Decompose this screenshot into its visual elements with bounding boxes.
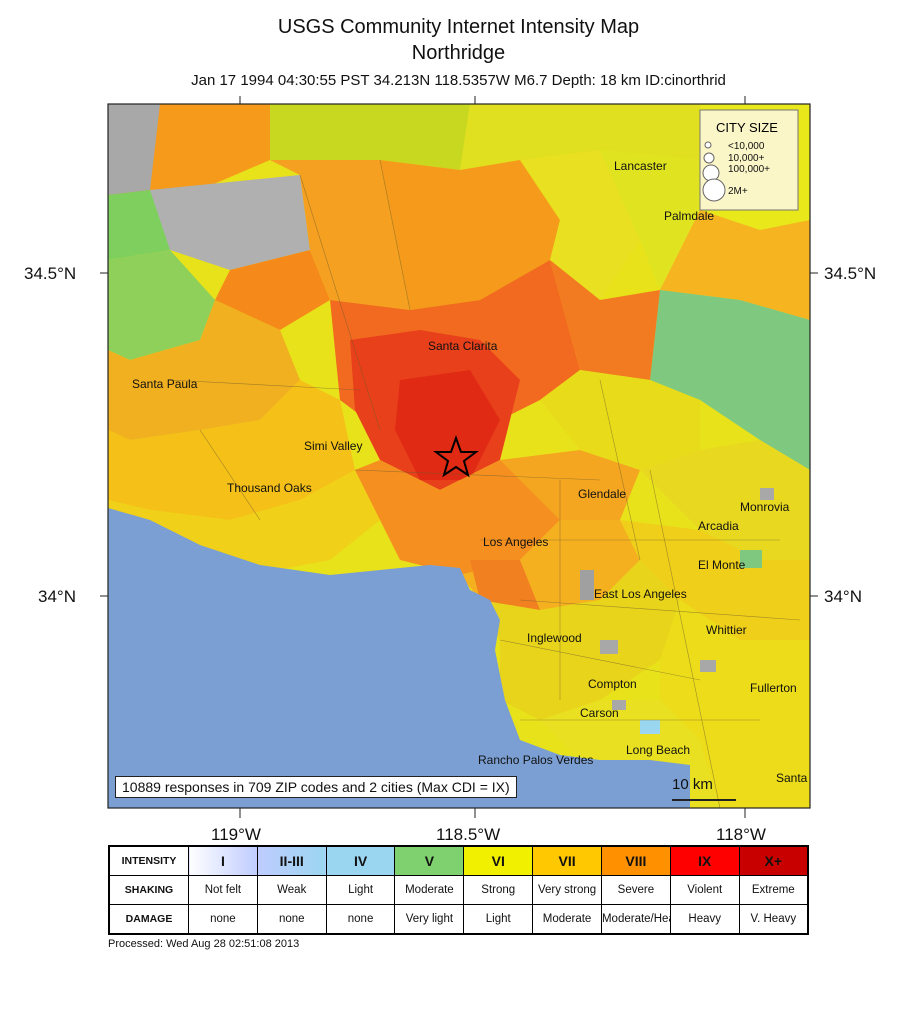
legend-row-label: DAMAGE [108,904,189,935]
legend-damage-cell: none [325,904,396,935]
city-label: Lancaster [614,159,667,173]
legend-intensity-cell: IX [669,845,740,876]
legend-damage-cell: none [256,904,327,935]
legend-shaking-cell: Severe [600,875,671,905]
lat-label-left-34-5: 34.5°N [24,264,76,283]
map-frame [107,103,811,809]
intensity-map: 34.5°N 34°N 34.5°N 34°N 119°W 118.5°W 11… [24,96,876,840]
city-label: Long Beach [626,743,690,757]
city-size-item: <10,000 [728,141,765,152]
city-label: Fullerton [750,681,797,695]
city-labels: Lancaster Palmdale Santa Clarita Santa P… [132,159,808,785]
legend-intensity-cell: V [394,845,465,876]
city-label: Los Angeles [483,535,548,549]
legend-shaking-cell: Moderate [394,875,465,905]
city-label: El Monte [698,558,746,572]
legend-shaking-cell: Light [325,875,396,905]
scale-bar-label: 10 km [672,776,713,793]
city-size-item: 100,000+ [728,164,770,175]
legend-intensity-cell: VII [532,845,602,876]
city-label: Thousand Oaks [227,481,312,495]
legend-row-label: SHAKING [108,875,189,905]
city-size-title: CITY SIZE [716,120,778,135]
legend-damage-row: DAMAGE none none none Very light Light M… [108,904,809,935]
city-label: Compton [588,677,637,691]
city-label: Whittier [706,623,747,637]
processed-timestamp: Processed: Wed Aug 28 02:51:08 2013 [108,938,300,950]
city-size-item: 10,000+ [728,153,765,164]
legend-shaking-cell: Very strong [532,875,602,905]
event-info: Jan 17 1994 04:30:55 PST 34.213N 118.535… [191,72,726,89]
city-label: Santa Paula [132,377,198,391]
legend-intensity-row: INTENSITY I II-III IV V VI VII VIII IX X… [108,845,809,876]
city-label: Santa [776,771,808,785]
lat-label-right-34: 34°N [824,587,862,606]
city-label: Glendale [578,487,626,501]
legend-intensity-cell: IV [325,845,396,876]
epicenter-star-icon [433,435,479,478]
legend-damage-cell: V. Heavy [738,904,809,935]
intensity-legend-table: INTENSITY I II-III IV V VI VII VIII IX X… [108,845,809,935]
legend-shaking-cell: Not felt [188,875,258,905]
legend-intensity-cell: VIII [600,845,671,876]
legend-damage-cell: Moderate [532,904,602,935]
lon-label-119: 119°W [211,825,261,840]
legend-damage-cell: none [188,904,258,935]
legend-shaking-cell: Weak [256,875,327,905]
city-size-legend: CITY SIZE <10,000 10,000+ 100,000+ 2M+ [699,109,799,211]
city-label: Palmdale [664,209,714,223]
map-title: USGS Community Internet Intensity Map [277,16,640,38]
city-label: Santa Clarita [428,339,498,353]
legend-intensity-cell: II-III [256,845,327,876]
response-summary: 10889 responses in 709 ZIP codes and 2 c… [115,776,517,798]
legend-damage-cell: Very light [394,904,465,935]
legend-intensity-cell: X+ [738,845,809,876]
legend-damage-cell: Moderate/Heavy [600,904,671,935]
lat-label-left-34: 34°N [38,587,76,606]
city-label: East Los Angeles [594,587,687,601]
legend-intensity-cell: VI [463,845,534,876]
city-size-item: 2M+ [728,186,748,197]
legend-row-label: INTENSITY [108,845,189,876]
map-regions [108,104,810,808]
lon-label-118-5: 118.5°W [436,825,500,840]
city-label: Carson [580,706,619,720]
legend-damage-cell: Light [463,904,534,935]
lon-label-118: 118°W [716,825,766,840]
city-label: Arcadia [698,519,739,533]
legend-shaking-row: SHAKING Not felt Weak Light Moderate Str… [108,875,809,905]
city-label: Inglewood [527,631,582,645]
legend-damage-cell: Heavy [669,904,740,935]
city-label: Rancho Palos Verdes [478,753,593,767]
legend-shaking-cell: Strong [463,875,534,905]
legend-shaking-cell: Violent [669,875,740,905]
legend-shaking-cell: Extreme [738,875,809,905]
map-subtitle: Northridge [411,42,506,64]
city-label: Simi Valley [304,439,362,453]
map-ticks [100,96,818,818]
legend-intensity-cell: I [188,845,258,876]
lat-label-right-34-5: 34.5°N [824,264,876,283]
city-label: Monrovia [740,500,790,514]
